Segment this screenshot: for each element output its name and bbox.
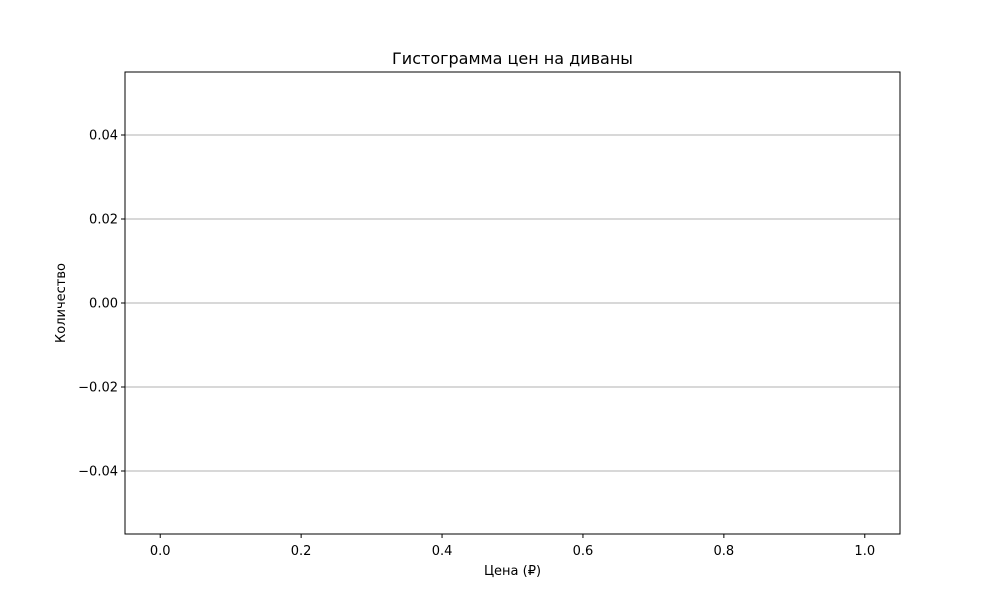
x-tick-label: 0.8 (714, 544, 735, 559)
y-tick-label: −0.04 (78, 465, 118, 480)
x-tick-label: 0.2 (291, 544, 312, 559)
x-tick-label: 0.6 (573, 544, 594, 559)
grid-lines (125, 134, 900, 472)
y-axis-ticks: −0.04 −0.02 0.00 0.02 0.04 (78, 129, 125, 480)
y-tick-label: 0.02 (89, 213, 118, 228)
x-tick-label: 1.0 (854, 544, 875, 559)
y-axis-label: Количество (54, 263, 69, 343)
y-tick-label: 0.00 (89, 297, 118, 312)
x-axis-label: Цена (₽) (484, 564, 541, 579)
x-axis-ticks: 0.0 0.2 0.4 0.6 0.8 1.0 (150, 534, 875, 559)
x-tick-label: 0.4 (432, 544, 453, 559)
chart-title: Гистограмма цен на диваны (392, 49, 633, 68)
y-tick-label: 0.04 (89, 129, 118, 144)
x-tick-label: 0.0 (150, 544, 171, 559)
y-tick-label: −0.02 (78, 381, 118, 396)
